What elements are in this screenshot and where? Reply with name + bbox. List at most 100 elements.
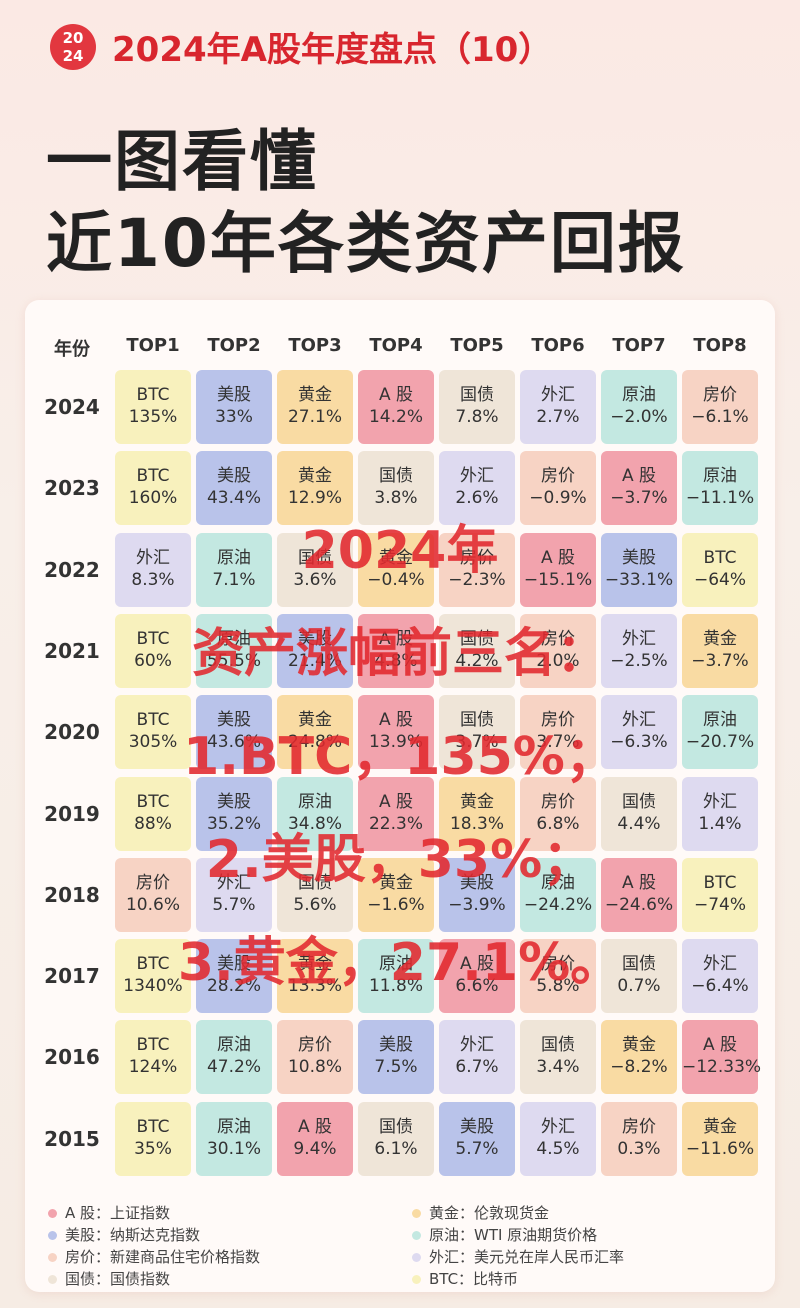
asset-name: 房价 <box>622 1116 656 1137</box>
asset-cell: 外汇 −2.5% <box>601 613 677 688</box>
asset-cell: BTC 124% <box>115 1020 191 1095</box>
asset-name: BTC <box>136 466 170 487</box>
asset-return: −6.1% <box>691 407 749 427</box>
asset-cell: BTC 60% <box>115 613 191 688</box>
asset-cell: 黄金 13.3% <box>277 939 353 1014</box>
asset-name: 房价 <box>541 954 575 975</box>
asset-name: BTC <box>136 1116 170 1137</box>
asset-name: 美股 <box>298 628 332 649</box>
overlay-text: 资产涨幅前三名： <box>191 624 608 684</box>
asset-cell: 黄金 12.9% <box>277 451 353 526</box>
asset-cell: 美股 7.5% <box>358 1020 434 1095</box>
legend-item: A 股：上证指数 <box>48 1202 170 1223</box>
asset-cell: 黄金 27.1% <box>277 370 353 444</box>
asset-name: BTC <box>136 791 170 812</box>
asset-return: 1340% <box>123 976 183 997</box>
asset-return: −2.0% <box>610 407 668 427</box>
asset-cell: A 股 −24.6% <box>601 857 677 932</box>
asset-name: A 股 <box>702 1035 738 1056</box>
column-header: TOP6 <box>531 335 585 356</box>
asset-cell: BTC −64% <box>682 532 758 607</box>
asset-return: 8.3% <box>131 569 175 590</box>
asset-return: −15.1% <box>523 569 593 590</box>
asset-cell: 国债 6.1% <box>358 1101 434 1176</box>
column-header: TOP2 <box>207 335 261 356</box>
asset-cell: 黄金 −3.7% <box>682 613 758 688</box>
legend-dot <box>412 1231 421 1240</box>
asset-return: 6.6% <box>455 976 499 997</box>
asset-return: −20.7% <box>685 732 755 753</box>
asset-name: 外汇 <box>541 385 575 405</box>
asset-cell: 原油 −20.7% <box>682 695 758 770</box>
asset-name: A 股 <box>621 466 657 487</box>
asset-return: −0.4% <box>367 569 425 590</box>
asset-return: −1.6% <box>367 894 425 915</box>
asset-cell: 美股 43.6% <box>196 695 272 770</box>
asset-return: 43.4% <box>206 488 261 509</box>
asset-return: 0.7% <box>617 976 661 997</box>
asset-return: 43.6% <box>206 732 261 753</box>
legend-item: 原油：WTI 原油期货价格 <box>412 1224 597 1245</box>
asset-cell: 国债 3.8% <box>358 451 434 526</box>
asset-cell: 房价 −2.3% <box>439 532 515 607</box>
asset-return: 3.4% <box>536 1057 580 1078</box>
asset-return: 34.8% <box>287 813 342 834</box>
asset-name: 外汇 <box>541 1116 575 1137</box>
row-year: 2018 <box>44 882 100 907</box>
asset-name: 外汇 <box>217 872 251 893</box>
asset-return: −74% <box>693 894 747 915</box>
asset-name: BTC <box>136 710 170 731</box>
asset-name: 黄金 <box>379 547 413 568</box>
asset-cell: 国债 3.4% <box>520 1020 596 1095</box>
asset-name: 黄金 <box>703 628 737 649</box>
legend-dot <box>48 1209 57 1218</box>
asset-name: 国债 <box>460 628 494 649</box>
asset-cell: 原油 −2.0% <box>601 370 677 444</box>
asset-return: −11.6% <box>685 1138 755 1159</box>
asset-return: 6.1% <box>374 1138 418 1159</box>
legend-dot <box>48 1275 57 1284</box>
asset-name: 房价 <box>541 791 575 812</box>
asset-return: 2.0% <box>536 650 580 671</box>
legend-item: 美股：纳斯达克指数 <box>48 1224 200 1245</box>
asset-cell: 国债 5.6% <box>277 857 353 932</box>
badge: 20 24 <box>50 24 96 70</box>
row-year: 2023 <box>44 476 100 501</box>
asset-cell: BTC 88% <box>115 776 191 851</box>
badge-line: 20 <box>62 29 84 47</box>
asset-return: 3.7% <box>455 732 499 753</box>
overlay-text: 1.BTC，135%； <box>183 727 617 787</box>
asset-cell: 黄金 −0.4% <box>358 532 434 607</box>
row-year: 2016 <box>44 1045 100 1070</box>
asset-name: BTC <box>136 1035 170 1056</box>
asset-name: 原油 <box>379 954 413 975</box>
asset-cell: A 股 14.2% <box>358 370 434 444</box>
asset-return: 21.4% <box>287 650 342 671</box>
asset-cell: BTC 35% <box>115 1101 191 1176</box>
column-header: 年份 <box>54 339 90 360</box>
asset-name: 原油 <box>541 872 575 893</box>
asset-return: 30.1% <box>206 1138 261 1159</box>
asset-return: 6.8% <box>536 813 580 834</box>
asset-name: 房价 <box>136 872 170 893</box>
asset-return: 135% <box>128 407 178 427</box>
asset-cell: 黄金 24.8% <box>277 695 353 770</box>
asset-cell: 外汇 5.7% <box>196 857 272 932</box>
asset-cell: 美股 33% <box>196 370 272 444</box>
asset-name: 原油 <box>217 547 251 568</box>
asset-return: 305% <box>128 732 178 753</box>
column-header: TOP5 <box>450 335 504 356</box>
asset-return: −33.1% <box>604 569 674 590</box>
asset-cell: 国债 0.7% <box>601 939 677 1014</box>
asset-return: 7.5% <box>374 1057 418 1078</box>
asset-return: −3.7% <box>610 488 668 509</box>
asset-name: A 股 <box>621 872 657 893</box>
asset-cell: 原油 7.1% <box>196 532 272 607</box>
asset-return: 13.3% <box>287 976 342 997</box>
asset-cell: 美股 21.4% <box>277 613 353 688</box>
asset-cell: 原油 −11.1% <box>682 451 758 526</box>
column-header: TOP8 <box>693 335 747 356</box>
asset-return: 3.7% <box>536 732 580 753</box>
asset-name: 房价 <box>541 710 575 731</box>
legend-item: 国债：国债指数 <box>48 1268 170 1289</box>
